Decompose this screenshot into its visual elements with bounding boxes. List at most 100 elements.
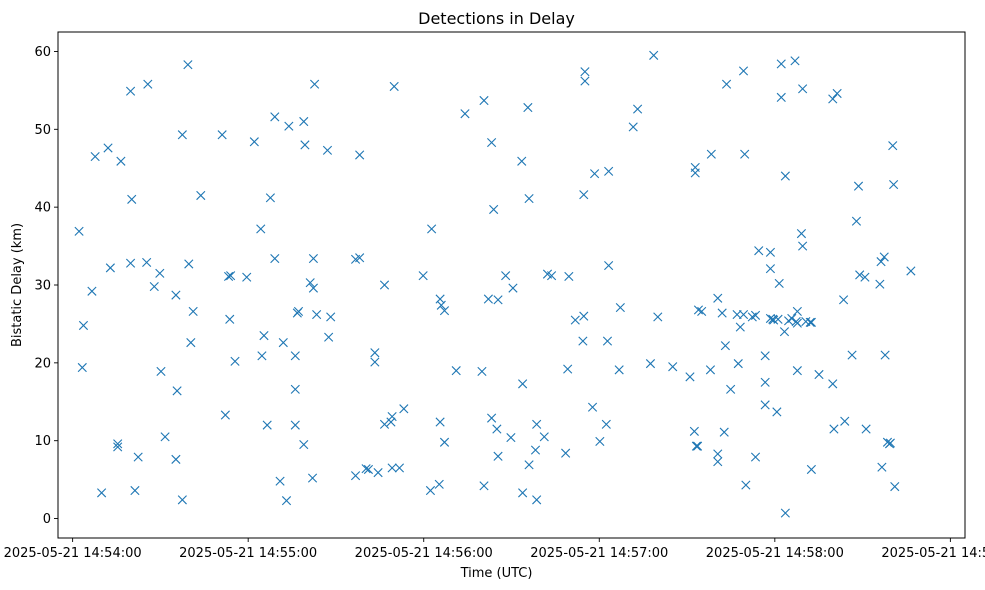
data-point — [183, 60, 193, 70]
data-point — [732, 309, 742, 320]
data-point — [693, 305, 704, 315]
data-point — [760, 351, 770, 361]
data-point — [113, 442, 123, 452]
data-point — [587, 402, 598, 412]
data-point — [697, 306, 707, 317]
data-point — [876, 257, 886, 267]
data-point — [130, 485, 140, 496]
data-point — [649, 50, 659, 60]
data-point — [451, 366, 461, 376]
data-point — [501, 271, 511, 281]
data-point — [305, 278, 315, 288]
data-point — [77, 362, 87, 373]
data-point — [281, 496, 292, 506]
data-point — [787, 313, 797, 324]
data-point — [293, 306, 304, 317]
data-point — [805, 317, 815, 327]
data-point — [861, 424, 871, 434]
data-point — [370, 348, 380, 358]
data-point — [754, 246, 764, 256]
data-point — [720, 341, 730, 351]
data-point — [705, 365, 716, 375]
data-point — [425, 485, 436, 496]
data-point — [877, 462, 887, 472]
data-point — [523, 102, 533, 113]
data-point — [299, 116, 309, 127]
data-point — [270, 112, 280, 122]
data-point — [226, 271, 236, 281]
data-point — [196, 190, 206, 201]
data-point — [840, 416, 850, 426]
data-point — [713, 457, 723, 467]
data-point — [259, 331, 269, 341]
data-points — [74, 50, 916, 518]
data-point — [355, 253, 365, 263]
data-point — [855, 270, 865, 280]
data-point — [563, 364, 573, 374]
data-point — [87, 286, 97, 296]
data-point — [487, 137, 497, 148]
data-point — [595, 436, 605, 447]
data-point — [798, 241, 808, 251]
y-tick-label: 20 — [34, 356, 51, 371]
data-point — [726, 384, 736, 394]
data-point — [350, 471, 361, 481]
data-point — [806, 317, 816, 327]
data-point — [307, 473, 318, 483]
data-point — [773, 314, 783, 324]
data-point — [532, 419, 542, 429]
data-point — [691, 441, 701, 451]
data-point — [829, 424, 839, 434]
data-point — [747, 312, 757, 322]
data-point — [188, 306, 198, 317]
data-point — [418, 271, 428, 281]
data-point — [539, 432, 549, 442]
data-point — [885, 438, 895, 448]
x-tick-label: 2025-05-21 14:54:00 — [4, 546, 142, 561]
data-point — [628, 122, 638, 132]
x-tick-label: 2025-05-21 14:57:00 — [530, 546, 668, 561]
data-point — [721, 79, 732, 89]
data-point — [275, 476, 285, 486]
y-tick-label: 50 — [34, 123, 51, 138]
plot-frame — [57, 31, 966, 539]
data-point — [379, 280, 390, 290]
y-tick-label: 60 — [34, 45, 51, 60]
data-point — [427, 224, 437, 234]
data-point — [387, 463, 397, 473]
data-point — [517, 156, 527, 166]
data-point — [220, 410, 230, 420]
data-point — [184, 259, 194, 269]
data-point — [838, 295, 849, 305]
data-point — [487, 413, 497, 423]
data-point — [249, 137, 259, 147]
data-point — [186, 338, 196, 348]
data-point — [570, 315, 580, 325]
data-point — [479, 481, 489, 491]
data-point — [604, 260, 614, 271]
data-point — [508, 283, 518, 293]
data-point — [355, 150, 365, 160]
data-point — [792, 366, 802, 376]
y-tick-label: 10 — [34, 434, 51, 449]
data-point — [225, 314, 235, 324]
data-point — [765, 313, 776, 324]
data-point — [389, 81, 399, 92]
data-point — [733, 359, 743, 369]
data-point — [579, 311, 589, 321]
data-point — [270, 253, 280, 264]
data-point — [776, 92, 786, 102]
data-point — [735, 322, 745, 332]
data-point — [796, 229, 807, 239]
data-point — [387, 411, 397, 422]
data-point — [685, 372, 695, 382]
data-point — [155, 268, 165, 278]
data-point — [719, 427, 729, 437]
data-point — [290, 351, 300, 361]
data-point — [590, 169, 600, 179]
data-point — [78, 320, 89, 331]
data-point — [792, 318, 802, 328]
data-point — [750, 310, 761, 320]
data-point — [713, 293, 723, 303]
